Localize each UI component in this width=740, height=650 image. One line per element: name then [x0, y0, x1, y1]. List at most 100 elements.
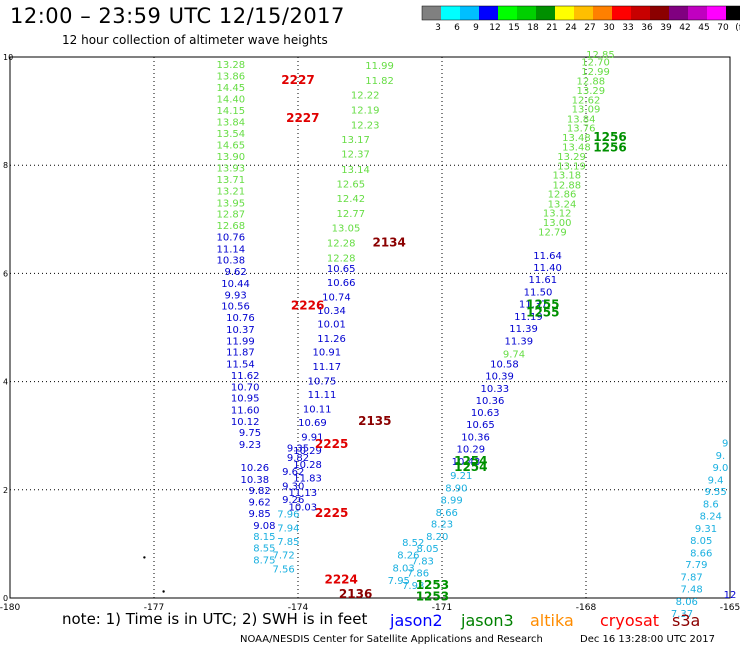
wave-height-point: 11.14 [216, 244, 245, 255]
wave-height-point: 10.69 [298, 418, 327, 429]
wave-height-point: 8.06 [676, 597, 698, 608]
satellite-label-jason2: jason2 [389, 611, 443, 630]
wave-height-point: 10.44 [221, 279, 250, 290]
wave-height-point: 9.4 [708, 475, 724, 486]
wave-height-point: 7.95 [388, 576, 410, 587]
pass-time-label: 2136 [339, 587, 372, 601]
wave-height-point: 8.75 [253, 555, 275, 566]
legend-label: 18 [527, 23, 539, 33]
wave-height-point: 10.56 [221, 302, 250, 313]
wave-height-point: 12.37 [341, 150, 370, 161]
wave-height-point: 8.26 [397, 551, 419, 562]
wave-height-point: 10.74 [322, 292, 351, 303]
wave-height-point: 13.84 [216, 118, 245, 129]
wave-height-point: 7.87 [680, 573, 702, 584]
pass-time-label: 2135 [358, 414, 391, 428]
wave-height-point: 13.05 [332, 224, 361, 235]
wave-height-point: 13.29 [576, 86, 605, 97]
legend-swatch [669, 6, 688, 20]
legend-label: 12 [489, 23, 500, 33]
wave-height-point: 9.82 [287, 453, 309, 464]
pass-time-label: 2134 [372, 235, 405, 249]
wave-height-point: 9.85 [248, 509, 270, 520]
wave-height-point: 10.58 [490, 360, 519, 371]
wave-height-point: 10.91 [312, 348, 341, 359]
wave-height-point: 8.23 [431, 520, 453, 531]
legend-label: 24 [565, 23, 577, 33]
wave-height-point: 11.19 [514, 312, 543, 323]
wave-height-point: 11.82 [365, 76, 394, 87]
wave-height-point: 10.65 [466, 420, 495, 431]
legend-label: 36 [641, 23, 653, 33]
wave-height-point: 13.19 [557, 162, 586, 173]
wave-height-point: 9.74 [503, 349, 525, 360]
wave-height-point: 13.54 [216, 129, 245, 140]
legend-label: 45 [698, 23, 709, 33]
wave-height-point: 11.60 [231, 406, 260, 417]
wave-height-point: 7.72 [272, 551, 294, 562]
wave-height-point: 8.03 [392, 563, 414, 574]
wave-height-point: 13.90 [216, 152, 245, 163]
legend-label: 6 [454, 23, 460, 33]
wave-height-point: 10.66 [327, 278, 356, 289]
wave-height-point: 13.48 [562, 133, 591, 144]
wave-height-point: 13.48 [562, 143, 591, 154]
wave-height-point: 9.93 [224, 290, 246, 301]
x-tick-label: -168 [576, 603, 597, 613]
wave-height-point: 13.76 [567, 124, 596, 135]
wave-height-point: 13.12 [543, 209, 572, 220]
wave-height-point: 9.30 [282, 481, 304, 492]
legend-label: 33 [622, 23, 633, 33]
wave-height-point: 9.91 [301, 433, 323, 444]
wave-height-point: 10.03 [288, 502, 317, 513]
chart-title: 12:00 – 23:59 UTC 12/15/2017 [10, 4, 345, 28]
wave-height-point: 11.62 [231, 371, 260, 382]
wave-height-point: 8.05 [690, 536, 712, 547]
wave-height-point: 13.84 [567, 114, 596, 125]
wave-height-point: 8.05 [416, 544, 438, 555]
y-tick-label: 6 [3, 269, 8, 278]
legend-label: 30 [603, 23, 615, 33]
legend-swatch [536, 6, 555, 20]
legend-swatch [707, 6, 726, 20]
x-tick-label: -180 [0, 603, 20, 613]
wave-height-point: 12.88 [576, 77, 605, 88]
wave-height-point: 10.01 [317, 320, 346, 331]
legend-label: 21 [546, 23, 557, 33]
wave-height-point: 10.38 [240, 475, 269, 486]
wave-height-point: 9.31 [695, 524, 717, 535]
chart-subtitle: 12 hour collection of altimeter wave hei… [62, 33, 328, 47]
wave-height-point: 10.38 [216, 256, 245, 267]
wave-height-point: 13.29 [557, 152, 586, 163]
legend-swatch [726, 6, 740, 20]
wave-height-point: 12.28 [327, 253, 356, 264]
wave-height-point: 8.20 [426, 532, 448, 543]
wave-height-point: 11.99 [226, 336, 255, 347]
wave-height-point: 12.86 [548, 190, 577, 201]
pass-time-label: 1253 [416, 590, 449, 604]
wave-height-point: 11.83 [293, 474, 322, 485]
y-tick-label: 2 [3, 486, 8, 495]
wave-height-point: 9.62 [224, 267, 246, 278]
wave-height-point: 11.39 [504, 336, 533, 347]
wave-height-point: 10.95 [231, 394, 260, 405]
y-tick-label: 10 [3, 53, 13, 62]
wave-height-point: 9.62 [248, 497, 270, 508]
wave-height-point: 11.40 [533, 263, 562, 274]
wave-height-point: 14.15 [216, 106, 245, 117]
wave-height-point: 8.15 [253, 532, 275, 543]
wave-height-point: 9.08 [253, 521, 275, 532]
legend-swatch [612, 6, 631, 20]
wave-height-point: 11.13 [288, 488, 317, 499]
wave-height-point: 7.94 [277, 523, 299, 534]
legend-label: 42 [679, 23, 690, 33]
x-tick-label: -165 [720, 603, 740, 613]
wave-height-point: 8.6 [703, 500, 719, 511]
wave-height-point: 13.71 [216, 175, 245, 186]
wave-height-point: 11.17 [312, 362, 341, 373]
legend-swatch [460, 6, 479, 20]
wave-height-point: 14.40 [216, 94, 245, 105]
wave-height-point: 13.95 [216, 198, 245, 209]
